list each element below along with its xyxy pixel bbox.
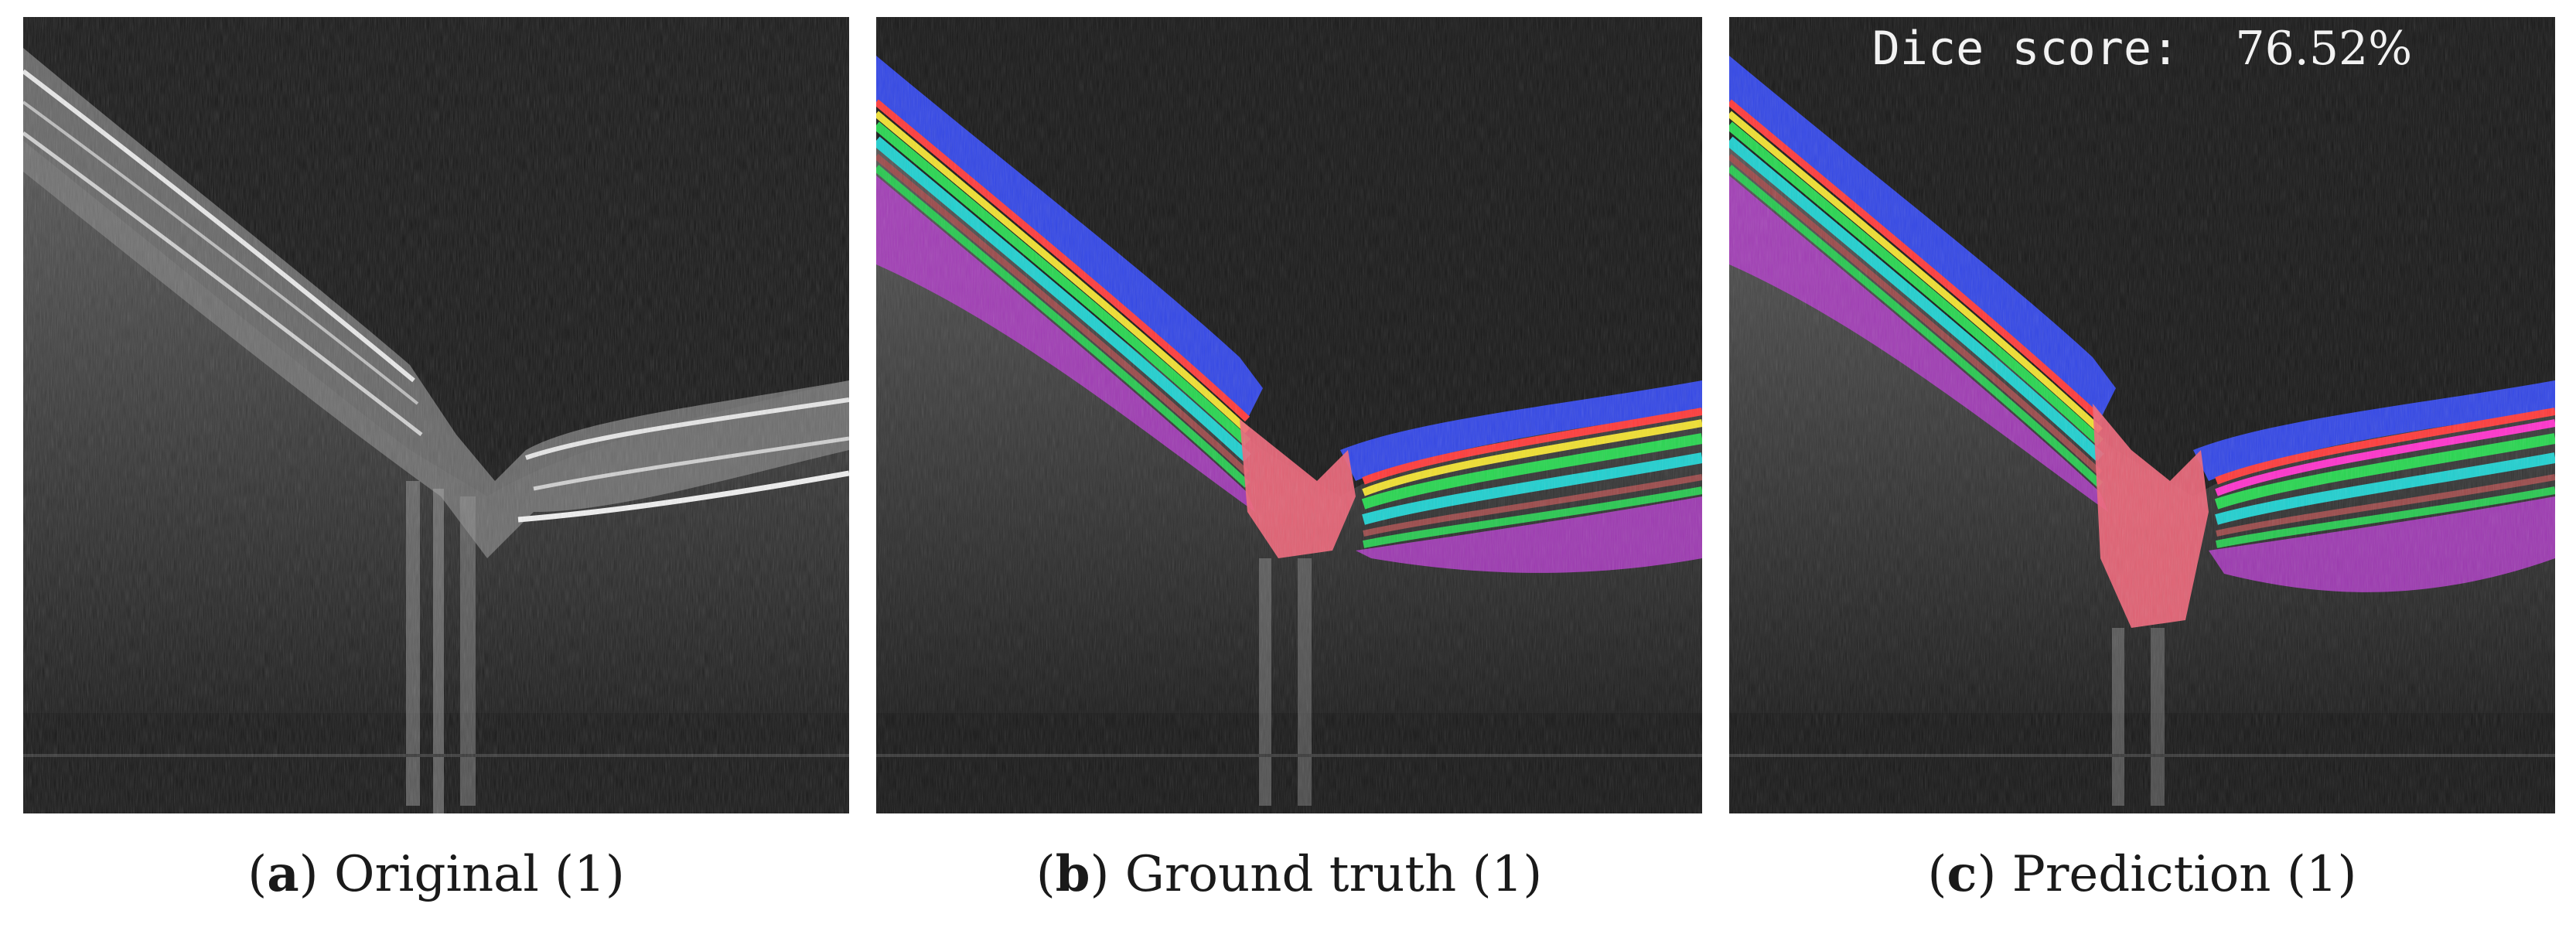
caption-letter: c <box>1947 845 1977 903</box>
caption-letter: b <box>1055 845 1090 903</box>
caption-ground-truth: (b) Ground truth (1) <box>1036 845 1543 903</box>
oct-prediction-image <box>1729 17 2555 813</box>
dice-score-label: Dice score: 76.52% <box>1729 22 2555 76</box>
caption-original: (a) Original (1) <box>247 845 625 903</box>
caption-text: Original (1) <box>318 846 625 903</box>
oct-original-image <box>23 17 849 813</box>
oct-ground-truth-image <box>876 17 1702 813</box>
caption-prediction: (c) Prediction (1) <box>1927 845 2357 903</box>
caption-text: Ground truth (1) <box>1109 846 1543 903</box>
caption-letter: a <box>267 845 299 903</box>
caption-text: Prediction (1) <box>1996 846 2357 903</box>
dice-score-value: 76.52% <box>2235 22 2413 76</box>
dice-score-text: Dice score: <box>1871 22 2236 76</box>
